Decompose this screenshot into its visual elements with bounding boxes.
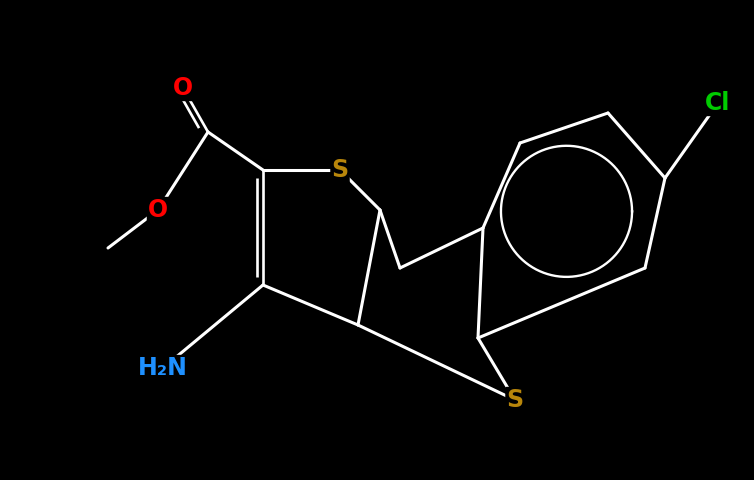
Text: O: O: [173, 76, 193, 100]
Text: H₂N: H₂N: [138, 356, 188, 380]
Text: Cl: Cl: [705, 91, 731, 115]
Text: O: O: [148, 198, 168, 222]
Text: S: S: [332, 158, 348, 182]
Text: S: S: [507, 388, 523, 412]
